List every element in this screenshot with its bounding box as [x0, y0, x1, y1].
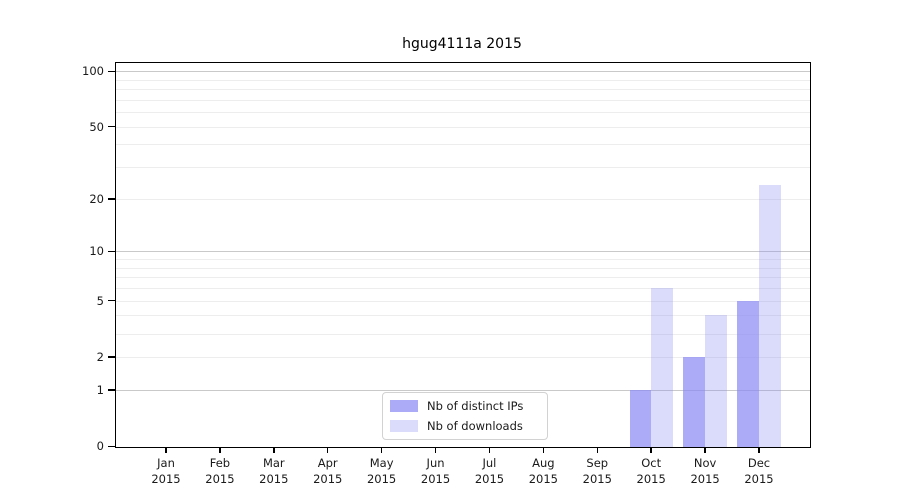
x-tick-jul — [488, 447, 491, 453]
x-tick-label-sep: Sep 2015 — [582, 456, 612, 486]
bar-nb-of-downloads-oct — [651, 288, 673, 447]
gridline-minor-3 — [116, 333, 810, 335]
x-tick-apr — [327, 447, 329, 453]
y-tick-5 — [108, 299, 116, 302]
gridline-minor-70 — [116, 99, 810, 101]
legend: Nb of distinct IPs Nb of downloads — [382, 392, 548, 440]
gridline-minor-9 — [116, 259, 810, 261]
x-tick-label-jul: Jul 2015 — [474, 456, 505, 486]
gridline-minor-40 — [116, 144, 810, 146]
bar-nb-of-distinct-ips-dec — [737, 300, 759, 447]
bar-nb-of-distinct-ips-nov — [683, 356, 706, 447]
gridline-minor-20 — [116, 198, 810, 200]
bar-nb-of-downloads-dec — [759, 184, 781, 447]
x-tick-oct — [650, 447, 652, 453]
x-tick-mar — [273, 447, 275, 453]
y-tick-label-1: 1 — [96, 382, 104, 397]
gridline-major-100 — [116, 71, 810, 73]
gridline-minor-8 — [116, 267, 810, 269]
legend-item-distinct-ips: Nb of distinct IPs — [390, 399, 539, 413]
gridline-minor-7 — [116, 277, 810, 279]
y-tick-20 — [108, 198, 116, 200]
gridline-minor-4 — [116, 315, 810, 317]
x-tick-jan — [165, 447, 167, 453]
x-tick-label-apr: Apr 2015 — [313, 456, 343, 486]
y-tick-label-50: 50 — [89, 119, 104, 134]
legend-label-distinct-ips: Nb of distinct IPs — [427, 399, 524, 413]
gridline-minor-6 — [116, 288, 810, 290]
x-tick-label-dec: Dec 2015 — [744, 456, 774, 486]
x-tick-label-jun: Jun 2015 — [420, 456, 451, 486]
y-tick-label-20: 20 — [89, 191, 104, 206]
y-tick-10 — [108, 250, 116, 253]
y-tick-label-5: 5 — [96, 293, 104, 308]
x-tick-dec — [758, 447, 760, 453]
bar-nb-of-downloads-nov — [705, 315, 727, 447]
gridline-minor-90 — [116, 79, 810, 81]
chart-title: hgug4111a 2015 — [402, 36, 522, 52]
legend-label-downloads: Nb of downloads — [427, 419, 523, 433]
x-tick-aug — [542, 447, 545, 453]
x-tick-sep — [596, 447, 598, 453]
y-tick-2 — [108, 356, 116, 358]
gridline-minor-50 — [116, 126, 810, 128]
x-tick-label-nov: Nov 2015 — [690, 456, 720, 486]
y-tick-label-2: 2 — [96, 349, 104, 364]
x-tick-label-jan: Jan 2015 — [151, 456, 181, 486]
y-tick-100 — [108, 70, 116, 72]
y-tick-1 — [108, 389, 116, 391]
x-tick-label-aug: Aug 2015 — [528, 456, 558, 486]
legend-item-downloads: Nb of downloads — [390, 419, 539, 433]
gridline-major-1 — [116, 389, 810, 391]
x-tick-label-oct: Oct 2015 — [636, 456, 666, 486]
plot-area: Nb of distinct IPs Nb of downloads 0 1 2 5 1… — [82, 62, 811, 486]
x-tick-nov — [704, 447, 706, 453]
x-tick-label-mar: Mar 2015 — [259, 456, 289, 486]
legend-swatch-distinct-ips — [390, 400, 418, 412]
gridline-minor-80 — [116, 89, 810, 91]
gridline-minor-60 — [116, 112, 810, 114]
legend-swatch-downloads — [390, 420, 418, 432]
y-tick-0 — [108, 445, 116, 447]
y-tick-50 — [108, 126, 116, 128]
gridline-minor-2 — [116, 356, 810, 358]
y-tick-label-0: 0 — [96, 439, 104, 454]
gridline-major-10 — [116, 251, 810, 253]
y-tick-label-100: 100 — [82, 64, 104, 79]
x-tick-may — [380, 447, 383, 453]
x-tick-feb — [219, 447, 221, 453]
gridline-minor-30 — [116, 167, 810, 169]
x-tick-label-feb: Feb 2015 — [205, 456, 235, 486]
y-tick-label-10: 10 — [89, 244, 104, 259]
gridline-minor-5 — [116, 300, 810, 302]
bar-nb-of-distinct-ips-oct — [629, 389, 652, 447]
x-tick-label-may: May 2015 — [366, 456, 397, 486]
x-tick-jun — [434, 447, 437, 453]
